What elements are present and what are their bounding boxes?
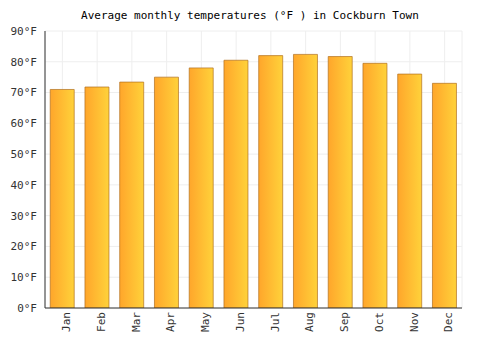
svg-text:Apr: Apr <box>164 312 177 332</box>
svg-text:Jun: Jun <box>234 312 247 332</box>
svg-text:40°F: 40°F <box>11 179 38 192</box>
svg-text:Mar: Mar <box>130 312 143 332</box>
svg-text:30°F: 30°F <box>11 210 38 223</box>
svg-text:80°F: 80°F <box>11 56 38 69</box>
svg-text:Dec: Dec <box>442 312 455 332</box>
svg-text:Aug: Aug <box>303 312 316 332</box>
svg-text:60°F: 60°F <box>11 117 38 130</box>
svg-text:0°F: 0°F <box>17 302 37 315</box>
svg-text:Nov: Nov <box>408 312 421 332</box>
svg-text:10°F: 10°F <box>11 271 38 284</box>
svg-text:May: May <box>199 312 212 332</box>
html-text:Average monthly temperatures (: Average monthly temperatures (°F ) in Co… <box>81 9 419 22</box>
svg-text:20°F: 20°F <box>11 240 38 253</box>
svg-text:Jan: Jan <box>60 312 73 332</box>
svg-text:Sep: Sep <box>338 312 351 332</box>
svg-text:Feb: Feb <box>95 312 108 332</box>
svg-text:50°F: 50°F <box>11 148 38 161</box>
svg-text:Oct: Oct <box>373 312 386 332</box>
svg-text:70°F: 70°F <box>11 86 38 99</box>
svg-text:90°F: 90°F <box>11 25 38 38</box>
svg-text:Jul: Jul <box>269 312 282 332</box>
